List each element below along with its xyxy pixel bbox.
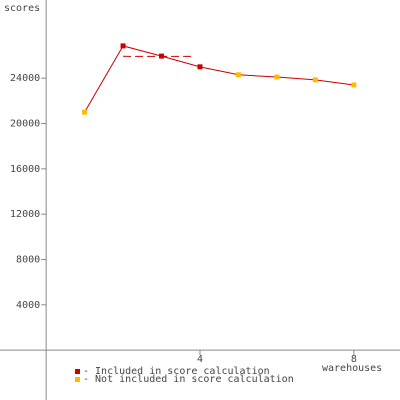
data-line (84, 45, 354, 113)
legend-label: - Included in score calculation (83, 366, 270, 377)
data-point (274, 74, 280, 80)
data-point (351, 82, 357, 88)
data-point (159, 53, 165, 59)
y-tick-label: 8000 (16, 254, 40, 265)
x-tick-label: 4 (197, 354, 203, 365)
x-axis-label: warehouses (322, 363, 382, 374)
data-point (197, 64, 203, 70)
x-tick-label: 8 (351, 354, 357, 365)
data-point (235, 72, 241, 78)
legend-swatch (75, 369, 80, 374)
y-tick-label: 4000 (16, 300, 40, 311)
y-tick-label: 16000 (10, 164, 40, 175)
y-tick-label: 20000 (10, 119, 40, 130)
legend-swatch (75, 377, 80, 382)
legend-label: - Not included in score calculation (83, 374, 294, 385)
y-tick-label: 24000 (10, 73, 40, 84)
data-point (120, 43, 126, 49)
data-point (312, 77, 318, 83)
y-tick-label: 12000 (10, 209, 40, 220)
data-point (82, 109, 88, 115)
y-axis-label: scores (4, 3, 40, 14)
